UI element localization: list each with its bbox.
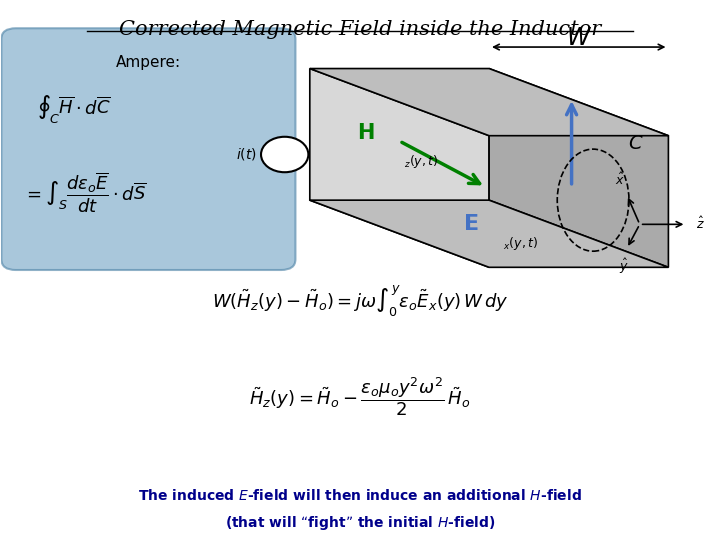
Text: $\tilde{H}_z(y) = \tilde{H}_o - \dfrac{\epsilon_o \mu_o y^2 \omega^2}{2}\, \tild: $\tilde{H}_z(y) = \tilde{H}_o - \dfrac{\… <box>249 375 471 417</box>
Text: The induced $E$-field will then induce an additional $H$-field: The induced $E$-field will then induce a… <box>138 488 582 503</box>
Text: $\hat{z}$: $\hat{z}$ <box>696 217 704 232</box>
Text: $\oint_C \overline{H} \cdot d\overline{C}$: $\oint_C \overline{H} \cdot d\overline{C… <box>37 93 111 125</box>
Text: $_x(y,t)$: $_x(y,t)$ <box>503 235 539 252</box>
Polygon shape <box>310 69 668 136</box>
FancyBboxPatch shape <box>1 28 295 270</box>
Text: $_{z}(y,t)$: $_{z}(y,t)$ <box>405 153 439 170</box>
Text: $\mathbf{H}$: $\mathbf{H}$ <box>357 123 374 143</box>
Polygon shape <box>310 69 489 267</box>
Text: $i(t)$: $i(t)$ <box>236 146 257 163</box>
Text: $\mathbf{E}$: $\mathbf{E}$ <box>464 213 479 235</box>
Text: $W$: $W$ <box>566 27 592 50</box>
Text: $W(\tilde{H}_z(y) - \tilde{H}_o) = j\omega \int_0^y \epsilon_o \tilde{E}_x(y)\, : $W(\tilde{H}_z(y) - \tilde{H}_o) = j\ome… <box>212 284 508 319</box>
Text: $= \int_S \dfrac{d\epsilon_o \overline{E}}{dt} \cdot d\overline{S}$: $= \int_S \dfrac{d\epsilon_o \overline{E… <box>23 171 146 215</box>
Circle shape <box>261 137 308 172</box>
Text: Ampere:: Ampere: <box>116 55 181 70</box>
Text: Corrected Magnetic Field inside the Inductor: Corrected Magnetic Field inside the Indu… <box>119 20 601 39</box>
Text: (that will “fight” the initial $H$-field): (that will “fight” the initial $H$-field… <box>225 515 495 532</box>
Text: $C$: $C$ <box>629 135 644 153</box>
Text: $\hat{x}$: $\hat{x}$ <box>615 172 624 188</box>
Text: $\hat{y}$: $\hat{y}$ <box>619 256 629 275</box>
Polygon shape <box>310 200 668 267</box>
Polygon shape <box>489 69 668 267</box>
